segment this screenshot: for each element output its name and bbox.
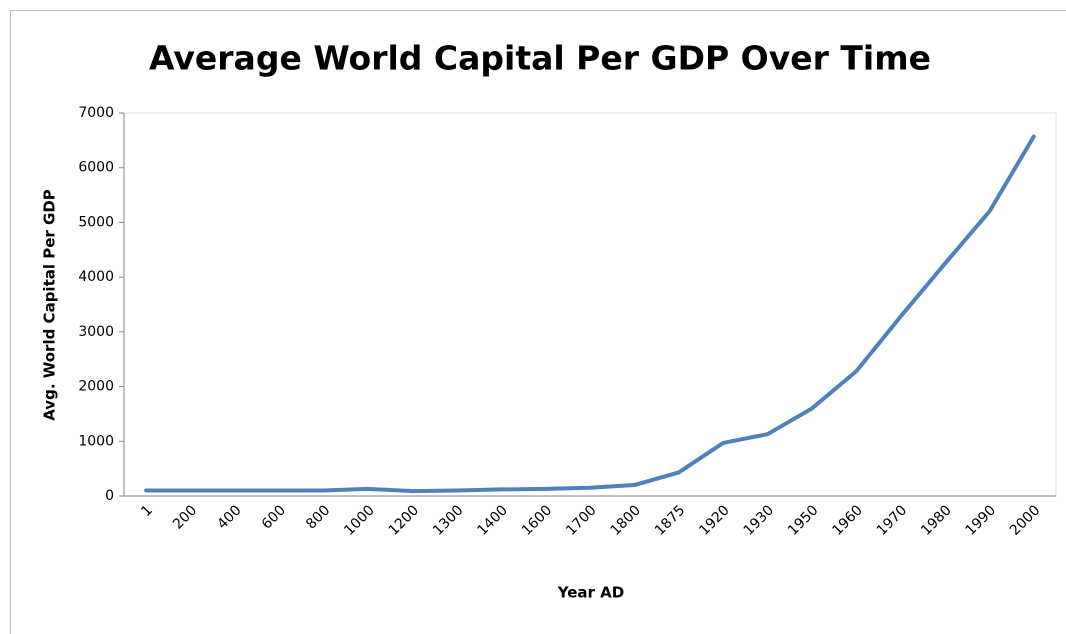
y-tick-label: 0: [105, 488, 114, 504]
y-tick-label: 5000: [78, 214, 114, 230]
y-tick-label: 1000: [78, 433, 114, 449]
line-series: [144, 134, 1036, 494]
x-axis-label: Year AD: [557, 584, 624, 602]
y-tick-label: 2000: [78, 379, 114, 395]
y-tick-label: 6000: [78, 160, 114, 176]
plot-area: [123, 112, 1057, 497]
chart-title: Average World Capital Per GDP Over Time: [149, 39, 931, 78]
y-axis-label: Avg. World Capital Per GDP: [41, 189, 59, 421]
y-tick-label: 7000: [78, 105, 114, 121]
y-tick-label: 3000: [78, 324, 114, 340]
y-tick-label: 4000: [78, 269, 114, 285]
